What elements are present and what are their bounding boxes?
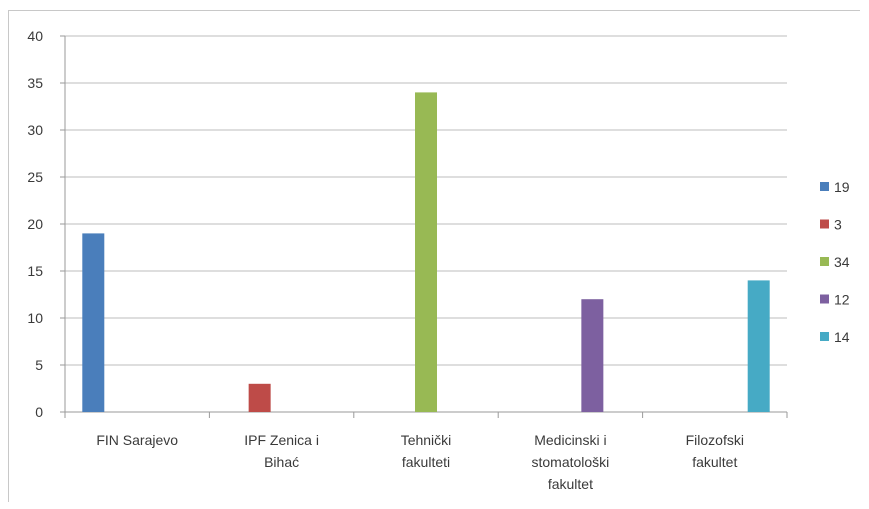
legend: 19 3 34 12 14 (820, 179, 850, 345)
category-labels: FIN Sarajevo IPF Zenica i Bihać Tehnički fak… (96, 432, 744, 492)
y-tick-label: 5 (35, 357, 43, 373)
legend-label: 14 (834, 329, 850, 345)
x-category-label: fakultet (692, 454, 737, 470)
y-axis: 0 5 10 15 20 25 30 35 40 (27, 28, 66, 420)
x-category-label: IPF Zenica i (244, 432, 319, 448)
legend-swatch (820, 294, 829, 304)
y-tick-label: 0 (35, 404, 43, 420)
y-tick-label: 25 (27, 169, 43, 185)
legend-swatch (820, 182, 829, 191)
bar (581, 299, 604, 412)
x-category-label: fakultet (548, 476, 593, 492)
y-tick-label: 30 (27, 122, 43, 138)
legend-swatch (820, 219, 829, 229)
bars (82, 92, 770, 413)
y-tick-label: 40 (27, 28, 43, 44)
legend-label: 12 (834, 292, 850, 308)
bar (82, 233, 105, 412)
bar (747, 280, 770, 412)
x-category-label: FIN Sarajevo (96, 432, 178, 448)
y-tick-label: 20 (27, 216, 43, 232)
x-category-label: stomatološki (531, 454, 609, 470)
x-axis (64, 411, 788, 418)
bar (248, 383, 271, 412)
y-tick-label: 35 (27, 75, 43, 91)
legend-label: 3 (834, 217, 842, 233)
y-tick-label: 10 (27, 310, 43, 326)
legend-label: 19 (834, 179, 850, 195)
x-category-label: Medicinski i (534, 432, 606, 448)
x-category-label: Tehnički (401, 432, 452, 448)
x-category-label: fakulteti (402, 454, 450, 470)
legend-swatch (820, 257, 829, 266)
legend-swatch (820, 332, 829, 341)
bar (415, 92, 437, 413)
y-tick-label: 15 (27, 263, 43, 279)
x-category-label: Bihać (264, 454, 299, 470)
legend-label: 34 (834, 254, 850, 270)
x-category-label: Filozofski (686, 432, 744, 448)
